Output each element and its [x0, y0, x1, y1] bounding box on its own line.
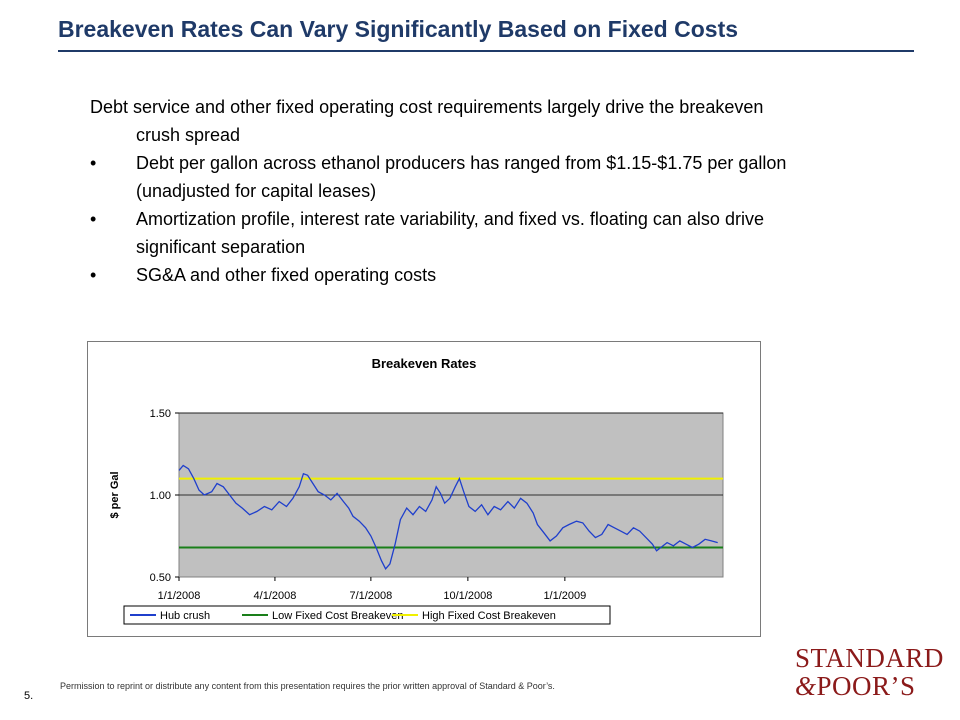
legend-label: High Fixed Cost Breakeven	[422, 610, 556, 622]
bullet-icon: •	[90, 265, 97, 285]
bullet-item: • SG&A and other fixed operating costs	[90, 261, 790, 289]
y-tick-label: 1.50	[150, 408, 171, 420]
legend-label: Low Fixed Cost Breakeven	[272, 610, 403, 622]
legend-box	[123, 605, 611, 625]
slide-title: Breakeven Rates Can Vary Significantly B…	[58, 16, 739, 42]
x-tick-label: 4/1/2008	[254, 590, 297, 602]
logo-line-2: &POOR’S	[795, 673, 945, 700]
legend-label: Hub crush	[160, 610, 210, 622]
intro-paragraph: Debt service and other fixed operating c…	[90, 97, 764, 145]
bullet-icon: •	[90, 153, 97, 173]
x-tick-label: 7/1/2008	[349, 590, 392, 602]
page-number: 5.	[24, 690, 34, 702]
x-tick-label: 10/1/2008	[443, 590, 492, 602]
bullet-item: • Debt per gallon across ethanol produce…	[90, 149, 790, 205]
bullet-text: Debt per gallon across ethanol producers…	[136, 153, 787, 201]
body-text: Debt service and other fixed operating c…	[90, 93, 790, 289]
bullet-text: Amortization profile, interest rate vari…	[136, 209, 764, 257]
bullet-text: SG&A and other fixed operating costs	[136, 265, 437, 285]
x-tick-label: 1/1/2009	[543, 590, 586, 602]
sp-logo: STANDARD &POOR’S	[795, 645, 945, 700]
permission-notice: Permission to reprint or distribute any …	[60, 681, 555, 691]
breakeven-chart: Breakeven Rates 0.50 1.00 1.50 $ per Gal 1/1/…	[87, 341, 761, 637]
bullet-item: • Amortization profile, interest rate va…	[90, 205, 790, 261]
y-tick-label: 0.50	[150, 572, 171, 584]
bullet-icon: •	[90, 209, 97, 229]
logo-ampersand: &	[795, 671, 817, 701]
x-tick-label: 1/1/2008	[158, 590, 201, 602]
y-axis-label: $ per Gal	[109, 471, 121, 518]
logo-line-1: STANDARD	[795, 643, 944, 673]
title-underline	[58, 50, 914, 52]
series-line-hub-crush	[178, 464, 718, 570]
chart-canvas: Breakeven Rates 0.50 1.00 1.50 $ per Gal 1/1/…	[109, 356, 724, 625]
y-tick-label: 1.00	[150, 490, 171, 502]
logo-line-2-text: POOR’S	[816, 671, 916, 701]
chart-title: Breakeven Rates	[372, 356, 477, 371]
